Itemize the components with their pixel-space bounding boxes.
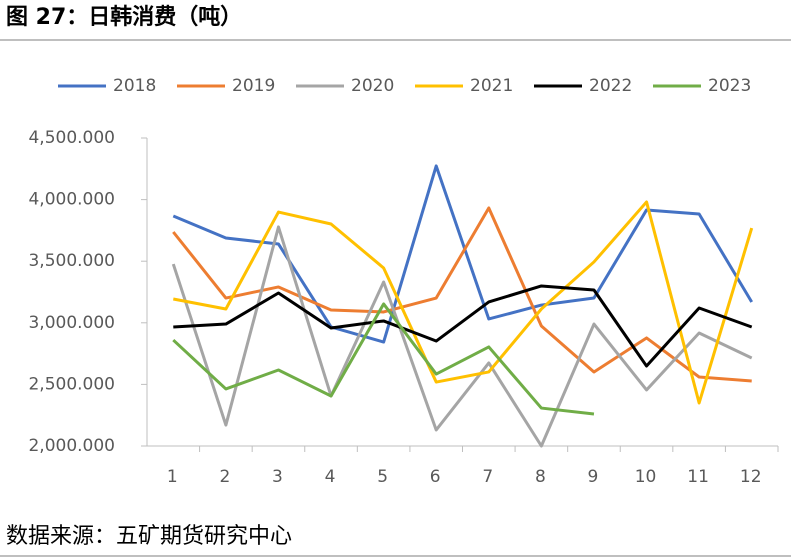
- source: 数据来源：五矿期货研究中心: [6, 524, 292, 549]
- legend-label: 2021: [470, 76, 513, 96]
- legend-label: 2022: [589, 76, 632, 96]
- series-line: [171, 225, 753, 448]
- x-tick-label: 9: [588, 467, 599, 487]
- x-tick-label: 7: [482, 467, 493, 487]
- series-line: [172, 302, 595, 416]
- x-tick-label: 6: [430, 467, 441, 487]
- x-tick-label: 8: [535, 467, 546, 487]
- x-tick-label: 2: [219, 467, 230, 487]
- x-tick-label: 11: [687, 467, 709, 487]
- x-tick-label: 5: [377, 467, 388, 487]
- y-tick-label: 2,000.000: [28, 436, 115, 456]
- x-tick-label: 1: [167, 467, 178, 487]
- series-line: [173, 284, 753, 368]
- y-tick-label: 3,500.000: [28, 251, 115, 271]
- legend-label: 2018: [113, 76, 156, 96]
- series-line: [173, 200, 754, 405]
- y-tick-label: 4,500.000: [28, 128, 115, 148]
- x-tick-label: 4: [325, 467, 336, 487]
- x-tick-label: 3: [272, 467, 283, 487]
- y-tick-label: 2,500.000: [28, 374, 115, 394]
- x-tick-label: 12: [740, 467, 762, 487]
- chart-title: 图 27：日韩消费（吨）: [6, 4, 242, 30]
- legend-label: 2020: [351, 76, 394, 96]
- x-tick-label: 10: [635, 467, 657, 487]
- series-line: [172, 206, 752, 383]
- legend-label: 2019: [232, 76, 275, 96]
- y-tick-label: 4,000.000: [28, 190, 115, 210]
- legend-label: 2023: [708, 76, 751, 96]
- series-line: [172, 164, 753, 344]
- y-tick-label: 3,000.000: [28, 313, 115, 333]
